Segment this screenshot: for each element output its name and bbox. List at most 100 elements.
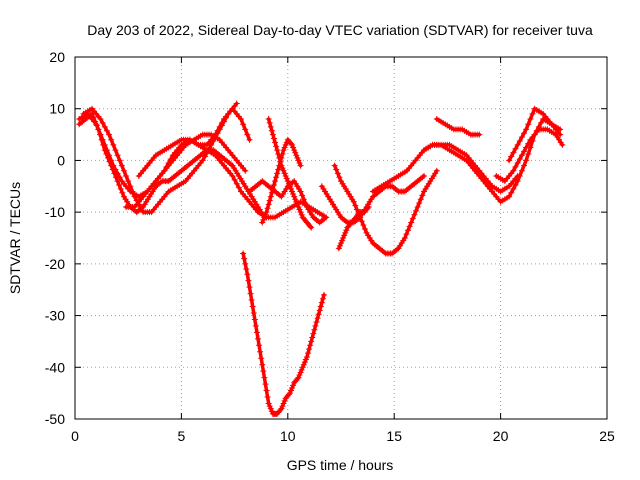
data-point — [521, 148, 528, 155]
data-point — [114, 178, 121, 185]
y-tick-label: 10 — [49, 101, 65, 117]
data-point — [246, 136, 253, 143]
data-point — [125, 178, 132, 185]
data-point — [199, 157, 206, 164]
x-axis-label: GPS time / hours — [287, 457, 394, 473]
data-point — [106, 158, 113, 165]
data-point — [313, 319, 320, 326]
data-point — [516, 156, 523, 163]
data-point — [267, 123, 274, 130]
y-tick-label: -50 — [45, 411, 65, 427]
series-arc-17 — [493, 126, 566, 185]
data-point — [249, 303, 256, 310]
data-point — [295, 157, 302, 164]
data-point — [280, 167, 287, 174]
data-point — [287, 185, 294, 192]
data-point — [270, 135, 277, 142]
data-point — [275, 150, 282, 157]
data-point — [235, 184, 242, 191]
series-arc-12 — [331, 162, 440, 257]
data-point — [331, 162, 338, 169]
data-point — [212, 131, 219, 138]
data-point — [282, 141, 289, 148]
data-point — [114, 152, 121, 159]
data-point — [409, 215, 416, 222]
data-point — [291, 193, 298, 200]
data-point — [119, 189, 126, 196]
data-point — [286, 390, 293, 397]
marks-layer — [76, 100, 566, 417]
data-point — [268, 189, 275, 196]
data-point — [308, 224, 315, 231]
data-point — [338, 240, 344, 247]
data-point — [90, 114, 97, 121]
data-point — [417, 196, 424, 203]
data-point — [131, 193, 138, 200]
data-point — [117, 185, 124, 192]
data-point — [521, 130, 528, 137]
data-point — [308, 338, 315, 345]
y-tick-label: -10 — [45, 204, 65, 220]
data-point — [295, 203, 302, 210]
data-point — [299, 364, 306, 371]
data-point — [103, 127, 110, 134]
data-point — [233, 180, 240, 187]
data-point — [206, 145, 213, 152]
data-point — [293, 152, 300, 159]
data-point — [295, 374, 302, 381]
data-point — [266, 119, 273, 126]
y-tick-label: -20 — [45, 256, 65, 272]
series-arc-9 — [265, 116, 315, 231]
data-point — [290, 144, 297, 151]
data-point — [312, 322, 319, 329]
data-point — [111, 170, 118, 177]
data-point — [264, 205, 271, 212]
data-point — [420, 172, 427, 179]
data-point — [335, 245, 342, 252]
data-point — [315, 311, 322, 318]
series-arc-11 — [335, 203, 372, 252]
data-point — [342, 229, 349, 236]
data-point — [214, 127, 221, 134]
data-point — [244, 131, 251, 138]
data-point — [264, 394, 271, 401]
data-point — [361, 225, 368, 232]
data-point — [527, 116, 534, 123]
data-point — [521, 162, 528, 169]
data-point — [275, 166, 282, 173]
data-point — [273, 174, 280, 181]
data-point — [360, 222, 367, 229]
series-arc-16 — [506, 105, 564, 164]
data-point — [512, 181, 519, 188]
data-point — [339, 237, 346, 244]
data-point — [237, 116, 244, 123]
data-point — [525, 140, 532, 147]
data-point — [416, 200, 423, 207]
data-point — [358, 218, 365, 225]
data-point — [118, 162, 125, 169]
data-point — [259, 219, 266, 226]
data-point — [414, 203, 421, 210]
data-point — [285, 391, 292, 398]
data-point — [538, 119, 545, 126]
x-tick-label: 25 — [599, 428, 615, 444]
chart-title: Day 203 of 2022, Sidereal Day-to-day VTE… — [87, 22, 593, 38]
data-point — [401, 235, 408, 241]
data-point — [255, 335, 262, 342]
data-point — [300, 196, 307, 203]
data-point — [233, 100, 240, 107]
data-point — [106, 131, 113, 138]
data-point — [305, 350, 312, 357]
data-point — [317, 303, 324, 310]
data-point — [272, 139, 279, 146]
data-point — [112, 147, 119, 154]
data-point — [201, 153, 208, 160]
data-point — [251, 316, 258, 323]
series-arc-5 — [135, 105, 253, 179]
data-point — [510, 185, 517, 192]
data-point — [311, 326, 318, 333]
data-point — [297, 209, 304, 216]
data-point — [525, 121, 532, 128]
data-point — [278, 162, 285, 169]
